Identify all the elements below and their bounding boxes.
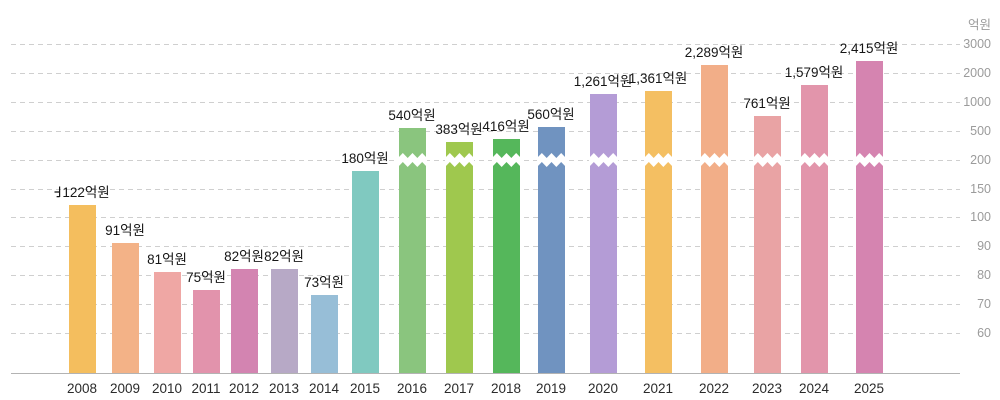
gridline-500 [11,130,960,132]
x-tick-2024: 2024 [798,381,830,396]
y-tick-200: 200 [970,152,991,167]
value-label-2013: 82억원 [264,249,304,265]
y-tick-1000: 1000 [963,94,991,109]
gridline-150 [11,188,960,190]
value-label-2008: 122억원 [17,185,147,200]
x-tick-2021: 2021 [642,381,674,396]
bar-2020 [588,94,618,373]
value-label-2020: 1,261억원 [573,74,633,90]
gridline-1000 [11,101,960,103]
x-tick-2017: 2017 [443,381,475,396]
bar-2011 [192,289,220,373]
x-tick-2010: 2010 [151,381,183,396]
bar-2019 [536,127,566,373]
x-tick-2009: 2009 [109,381,141,396]
x-axis-line [11,373,960,374]
gridline-70 [11,304,960,306]
axis-break-zigzag-2024 [799,152,829,167]
x-tick-2025: 2025 [853,381,885,396]
bar-2015 [351,171,379,373]
value-label-2021: 1,361억원 [628,71,688,87]
gridline-90 [11,246,960,248]
bar-2010 [153,272,181,373]
y-tick-2000: 2000 [963,65,991,80]
gridline-100 [11,217,960,219]
value-label-2018: 416억원 [482,118,530,134]
axis-break-zigzag-2019 [536,152,566,167]
value-label-2024: 1,579억원 [784,65,844,81]
x-tick-2011: 2011 [191,381,221,396]
value-label-2019: 560억원 [527,107,575,123]
value-label-2015: 180억원 [341,151,389,167]
gridline-2000 [11,72,960,74]
y-tick-500: 500 [970,123,991,138]
axis-break-zigzag-2025 [854,152,884,167]
bar-2017 [444,141,474,373]
x-tick-2022: 2022 [698,381,730,396]
clipped-character-fragment [54,186,61,197]
y-tick-3000: 3000 [963,37,991,51]
gridline-80 [11,275,960,277]
bar-2014 [310,295,338,373]
bar-2022 [699,64,729,373]
y-axis-unit-label: 억원 [967,18,991,32]
bar-2012 [230,269,258,373]
bar-2008 [68,204,96,373]
y-tick-100: 100 [970,210,991,225]
y-tick-80: 80 [977,268,991,283]
value-label-2025: 2,415억원 [839,40,899,56]
y-tick-90: 90 [977,239,991,254]
x-tick-2014: 2014 [308,381,340,396]
x-tick-2019: 2019 [535,381,567,396]
bar-2025 [854,60,884,373]
bar-2024 [799,85,829,373]
axis-break-zigzag-2017 [444,152,474,167]
y-tick-70: 70 [977,297,991,312]
value-label-2012: 82억원 [224,249,264,265]
x-tick-2015: 2015 [349,381,381,396]
bar-2009 [111,243,139,373]
axis-break-zigzag-2021 [643,152,673,167]
bar-2023 [752,115,782,373]
value-label-2022: 2,289억원 [684,44,744,60]
value-label-2014: 73억원 [304,275,344,291]
x-tick-2020: 2020 [587,381,619,396]
x-tick-2012: 2012 [228,381,260,396]
value-label-2023: 761억원 [743,95,791,111]
value-label-2017: 383억원 [435,121,483,137]
gridline-200 [11,159,960,161]
x-tick-2013: 2013 [268,381,300,396]
value-label-2011: 75억원 [186,269,226,285]
gridline-60 [11,333,960,334]
axis-break-zigzag-2022 [699,152,729,167]
axis-break-zigzag-2018 [491,152,521,167]
gridline-3000 [11,44,960,45]
x-tick-2016: 2016 [396,381,428,396]
x-tick-2018: 2018 [490,381,522,396]
value-label-text: 122억원 [62,184,110,200]
bar-2016 [397,128,427,373]
axis-break-zigzag-2016 [397,152,427,167]
x-tick-2023: 2023 [751,381,783,396]
y-tick-150: 150 [970,181,991,196]
bar-2021 [643,91,673,373]
x-tick-2008: 2008 [66,381,98,396]
y-tick-60: 60 [977,326,991,340]
axis-break-zigzag-2020 [588,152,618,167]
bar-2018 [491,138,521,373]
value-label-2010: 81억원 [147,252,187,268]
bar-2013 [270,269,298,373]
axis-break-zigzag-2023 [752,152,782,167]
value-label-2009: 91억원 [105,223,145,239]
value-label-2016: 540억원 [388,108,436,124]
